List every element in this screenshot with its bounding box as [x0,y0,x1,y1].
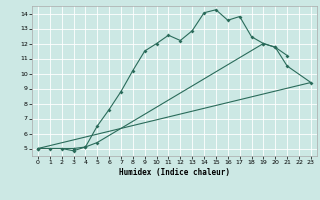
X-axis label: Humidex (Indice chaleur): Humidex (Indice chaleur) [119,168,230,177]
